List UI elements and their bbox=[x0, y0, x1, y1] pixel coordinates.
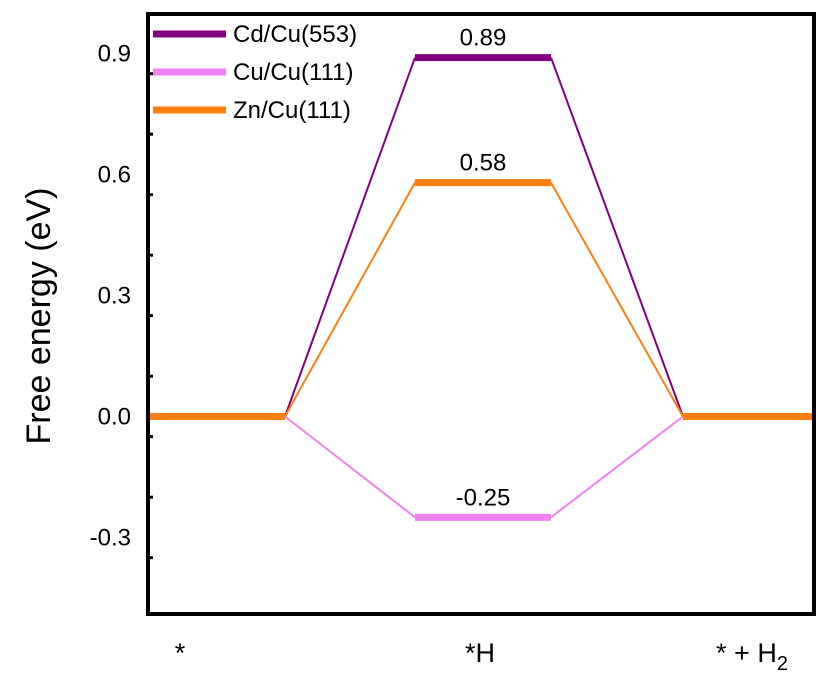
legend-label: Zn/Cu(111) bbox=[233, 97, 351, 124]
y-axis-label: Free energy (eV) bbox=[20, 188, 58, 445]
plot-frame bbox=[146, 12, 816, 616]
y-tick-label: 0.3 bbox=[98, 283, 131, 310]
x-category-label: * bbox=[175, 638, 186, 668]
connector-Cd/Cu(553) bbox=[550, 57, 684, 417]
value-label: 0.89 bbox=[460, 25, 507, 52]
connector-Cd/Cu(553) bbox=[284, 57, 416, 417]
value-label: -0.25 bbox=[456, 484, 511, 511]
x-category-label: * + H2 bbox=[716, 638, 788, 675]
y-tick-label: -0.3 bbox=[90, 524, 131, 551]
y-tick-label: 0.0 bbox=[98, 404, 131, 431]
legend: Cd/Cu(553) Cu/Cu(111) Zn/Cu(111) bbox=[153, 21, 357, 124]
connector-Cu/Cu(111) bbox=[550, 415, 684, 519]
y-axis-ticks: -0.3 0.0 0.3 0.6 0.9 bbox=[90, 41, 153, 560]
connector-lines bbox=[284, 57, 684, 519]
y-tick-label: 0.6 bbox=[98, 162, 131, 189]
legend-label: Cu/Cu(111) bbox=[233, 59, 354, 86]
value-label: 0.58 bbox=[460, 150, 507, 177]
value-labels: -0.25 0.89 0.58 bbox=[456, 25, 511, 512]
legend-label: Cd/Cu(553) bbox=[233, 21, 357, 48]
connector-Zn/Cu(111) bbox=[550, 182, 684, 417]
connector-Zn/Cu(111) bbox=[284, 182, 416, 417]
y-tick-label: 0.9 bbox=[98, 41, 131, 68]
connector-Cu/Cu(111) bbox=[284, 415, 416, 519]
x-category-label: *H bbox=[465, 638, 495, 668]
x-axis-categories: * *H * + H2 bbox=[175, 638, 788, 675]
energy-levels bbox=[148, 54, 814, 521]
